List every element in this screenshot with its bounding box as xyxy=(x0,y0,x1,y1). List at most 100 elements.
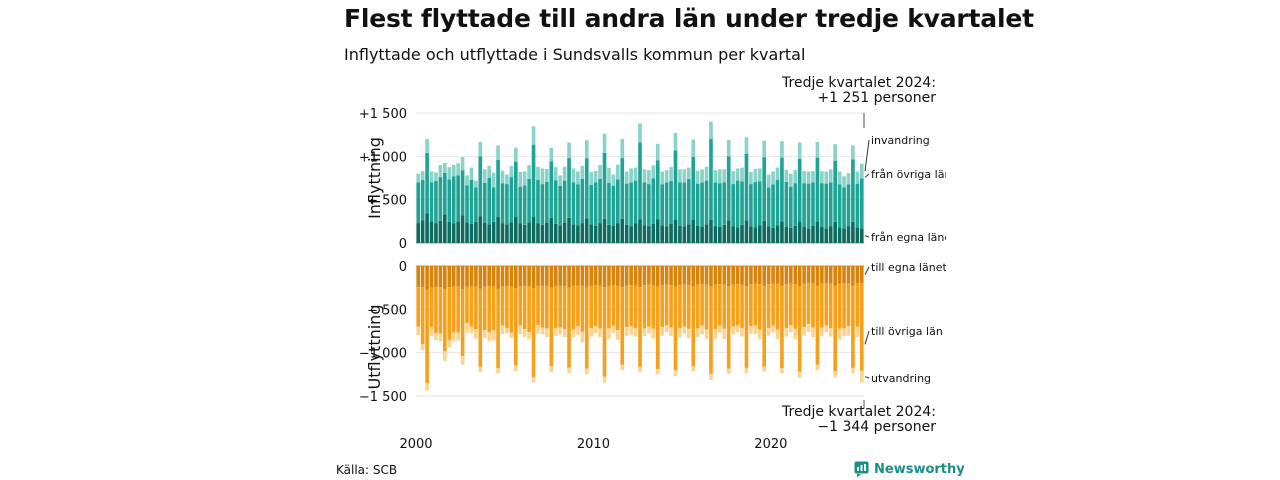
bar-out-1-45 xyxy=(616,285,620,331)
bar-in-2-55 xyxy=(660,171,664,185)
bar-out-1-89 xyxy=(811,283,815,328)
bar-out-0-20 xyxy=(505,266,509,286)
bar-out-0-58 xyxy=(673,266,678,287)
bar-out-1-18 xyxy=(496,288,500,369)
bar-in-0-7 xyxy=(447,221,452,243)
bar-out-1-24 xyxy=(522,285,527,330)
bar-out-1-85 xyxy=(793,284,798,329)
bar-in-0-5 xyxy=(438,220,443,243)
bar-in-0-0 xyxy=(416,223,421,243)
series-label-out-0: till egna länet xyxy=(871,261,946,274)
ytick-in-2: +1 000 xyxy=(359,150,407,165)
bar-out-0-21 xyxy=(509,266,514,287)
xtick-0: 2000 xyxy=(399,437,432,452)
bar-out-2-45 xyxy=(616,330,620,340)
bar-out-1-11 xyxy=(465,286,469,324)
series-label-out-1: till övriga län xyxy=(871,325,943,338)
bar-out-0-14 xyxy=(478,266,483,289)
bar-in-2-8 xyxy=(451,165,456,177)
bar-in-1-58 xyxy=(673,150,678,220)
bar-out-0-15 xyxy=(482,266,487,287)
bar-out-2-40 xyxy=(593,326,598,334)
bar-in-1-90 xyxy=(815,157,820,222)
bar-out-2-38 xyxy=(584,368,589,374)
bar-out-1-7 xyxy=(447,287,452,340)
bar-in-2-56 xyxy=(664,170,669,183)
bar-out-1-39 xyxy=(589,285,594,328)
bar-in-2-19 xyxy=(500,170,505,184)
bar-out-1-10 xyxy=(460,288,465,357)
bar-out-1-67 xyxy=(713,284,718,330)
bar-in-1-31 xyxy=(553,180,558,224)
bar-out-2-17 xyxy=(491,330,496,341)
bar-out-0-92 xyxy=(824,266,829,284)
bar-in-0-63 xyxy=(695,225,700,243)
bar-in-1-57 xyxy=(669,181,673,224)
bar-in-0-21 xyxy=(509,222,514,243)
bar-out-0-77 xyxy=(757,266,762,285)
leader-out-1 xyxy=(864,330,870,345)
bar-out-1-1 xyxy=(420,287,425,344)
bar-out-1-43 xyxy=(607,285,611,329)
bar-out-1-91 xyxy=(820,283,824,328)
bar-in-2-36 xyxy=(576,171,580,185)
bar-out-0-9 xyxy=(456,266,460,287)
bar-out-0-95 xyxy=(837,266,842,284)
bar-in-0-55 xyxy=(660,225,664,243)
bar-out-2-52 xyxy=(647,326,651,334)
bar-in-0-2 xyxy=(425,213,429,243)
bar-out-2-43 xyxy=(607,328,611,339)
bar-out-2-0 xyxy=(416,326,421,336)
bar-in-1-7 xyxy=(447,179,452,222)
bar-out-1-97 xyxy=(846,283,851,327)
bar-in-0-78 xyxy=(762,220,767,243)
bar-in-1-68 xyxy=(718,183,722,227)
bar-in-0-96 xyxy=(842,228,846,243)
bar-out-2-48 xyxy=(629,326,633,335)
bar-out-2-84 xyxy=(788,325,793,333)
bar-out-0-49 xyxy=(633,266,638,286)
bar-in-2-12 xyxy=(469,167,474,180)
bar-in-1-88 xyxy=(806,183,811,229)
bar-out-2-34 xyxy=(567,367,571,374)
bar-out-0-53 xyxy=(651,266,656,286)
bar-out-0-98 xyxy=(851,266,855,286)
bar-in-1-73 xyxy=(740,181,744,225)
bar-in-2-18 xyxy=(496,145,500,160)
bar-out-0-37 xyxy=(580,266,585,286)
bar-out-2-2 xyxy=(425,383,429,391)
bar-in-1-0 xyxy=(416,182,421,224)
bar-in-2-7 xyxy=(447,167,452,180)
bar-in-2-35 xyxy=(571,168,576,183)
bar-in-0-67 xyxy=(713,226,718,243)
bar-in-2-38 xyxy=(584,140,589,159)
bar-in-1-40 xyxy=(593,182,598,226)
bar-out-1-20 xyxy=(505,285,509,328)
bar-out-0-36 xyxy=(576,266,580,286)
ytick-in-1: + 500 xyxy=(367,194,407,209)
bar-out-1-80 xyxy=(771,283,775,326)
bar-in-1-8 xyxy=(451,176,456,224)
bar-in-0-11 xyxy=(465,222,469,243)
bar-out-0-33 xyxy=(562,266,567,286)
ytick-out-3: −1 500 xyxy=(359,390,407,405)
bar-in-0-13 xyxy=(474,221,478,243)
bar-out-1-0 xyxy=(416,287,421,327)
bar-in-1-56 xyxy=(664,182,669,227)
bar-out-1-59 xyxy=(678,285,682,328)
bar-out-0-94 xyxy=(833,266,837,286)
bar-out-1-74 xyxy=(744,286,749,368)
bar-out-2-31 xyxy=(553,327,558,336)
bar-in-0-30 xyxy=(549,217,554,243)
bar-out-0-88 xyxy=(806,266,811,284)
bar-in-2-60 xyxy=(682,169,687,183)
bar-out-0-13 xyxy=(474,266,478,287)
bar-in-0-79 xyxy=(766,226,771,243)
bar-in-1-16 xyxy=(487,178,492,225)
bar-out-0-50 xyxy=(638,266,642,288)
series-label-out-2: utvandring xyxy=(871,372,931,385)
bar-in-2-14 xyxy=(478,142,483,157)
bar-out-1-73 xyxy=(740,284,744,328)
bar-in-1-74 xyxy=(744,153,749,221)
bar-out-0-70 xyxy=(726,266,731,287)
